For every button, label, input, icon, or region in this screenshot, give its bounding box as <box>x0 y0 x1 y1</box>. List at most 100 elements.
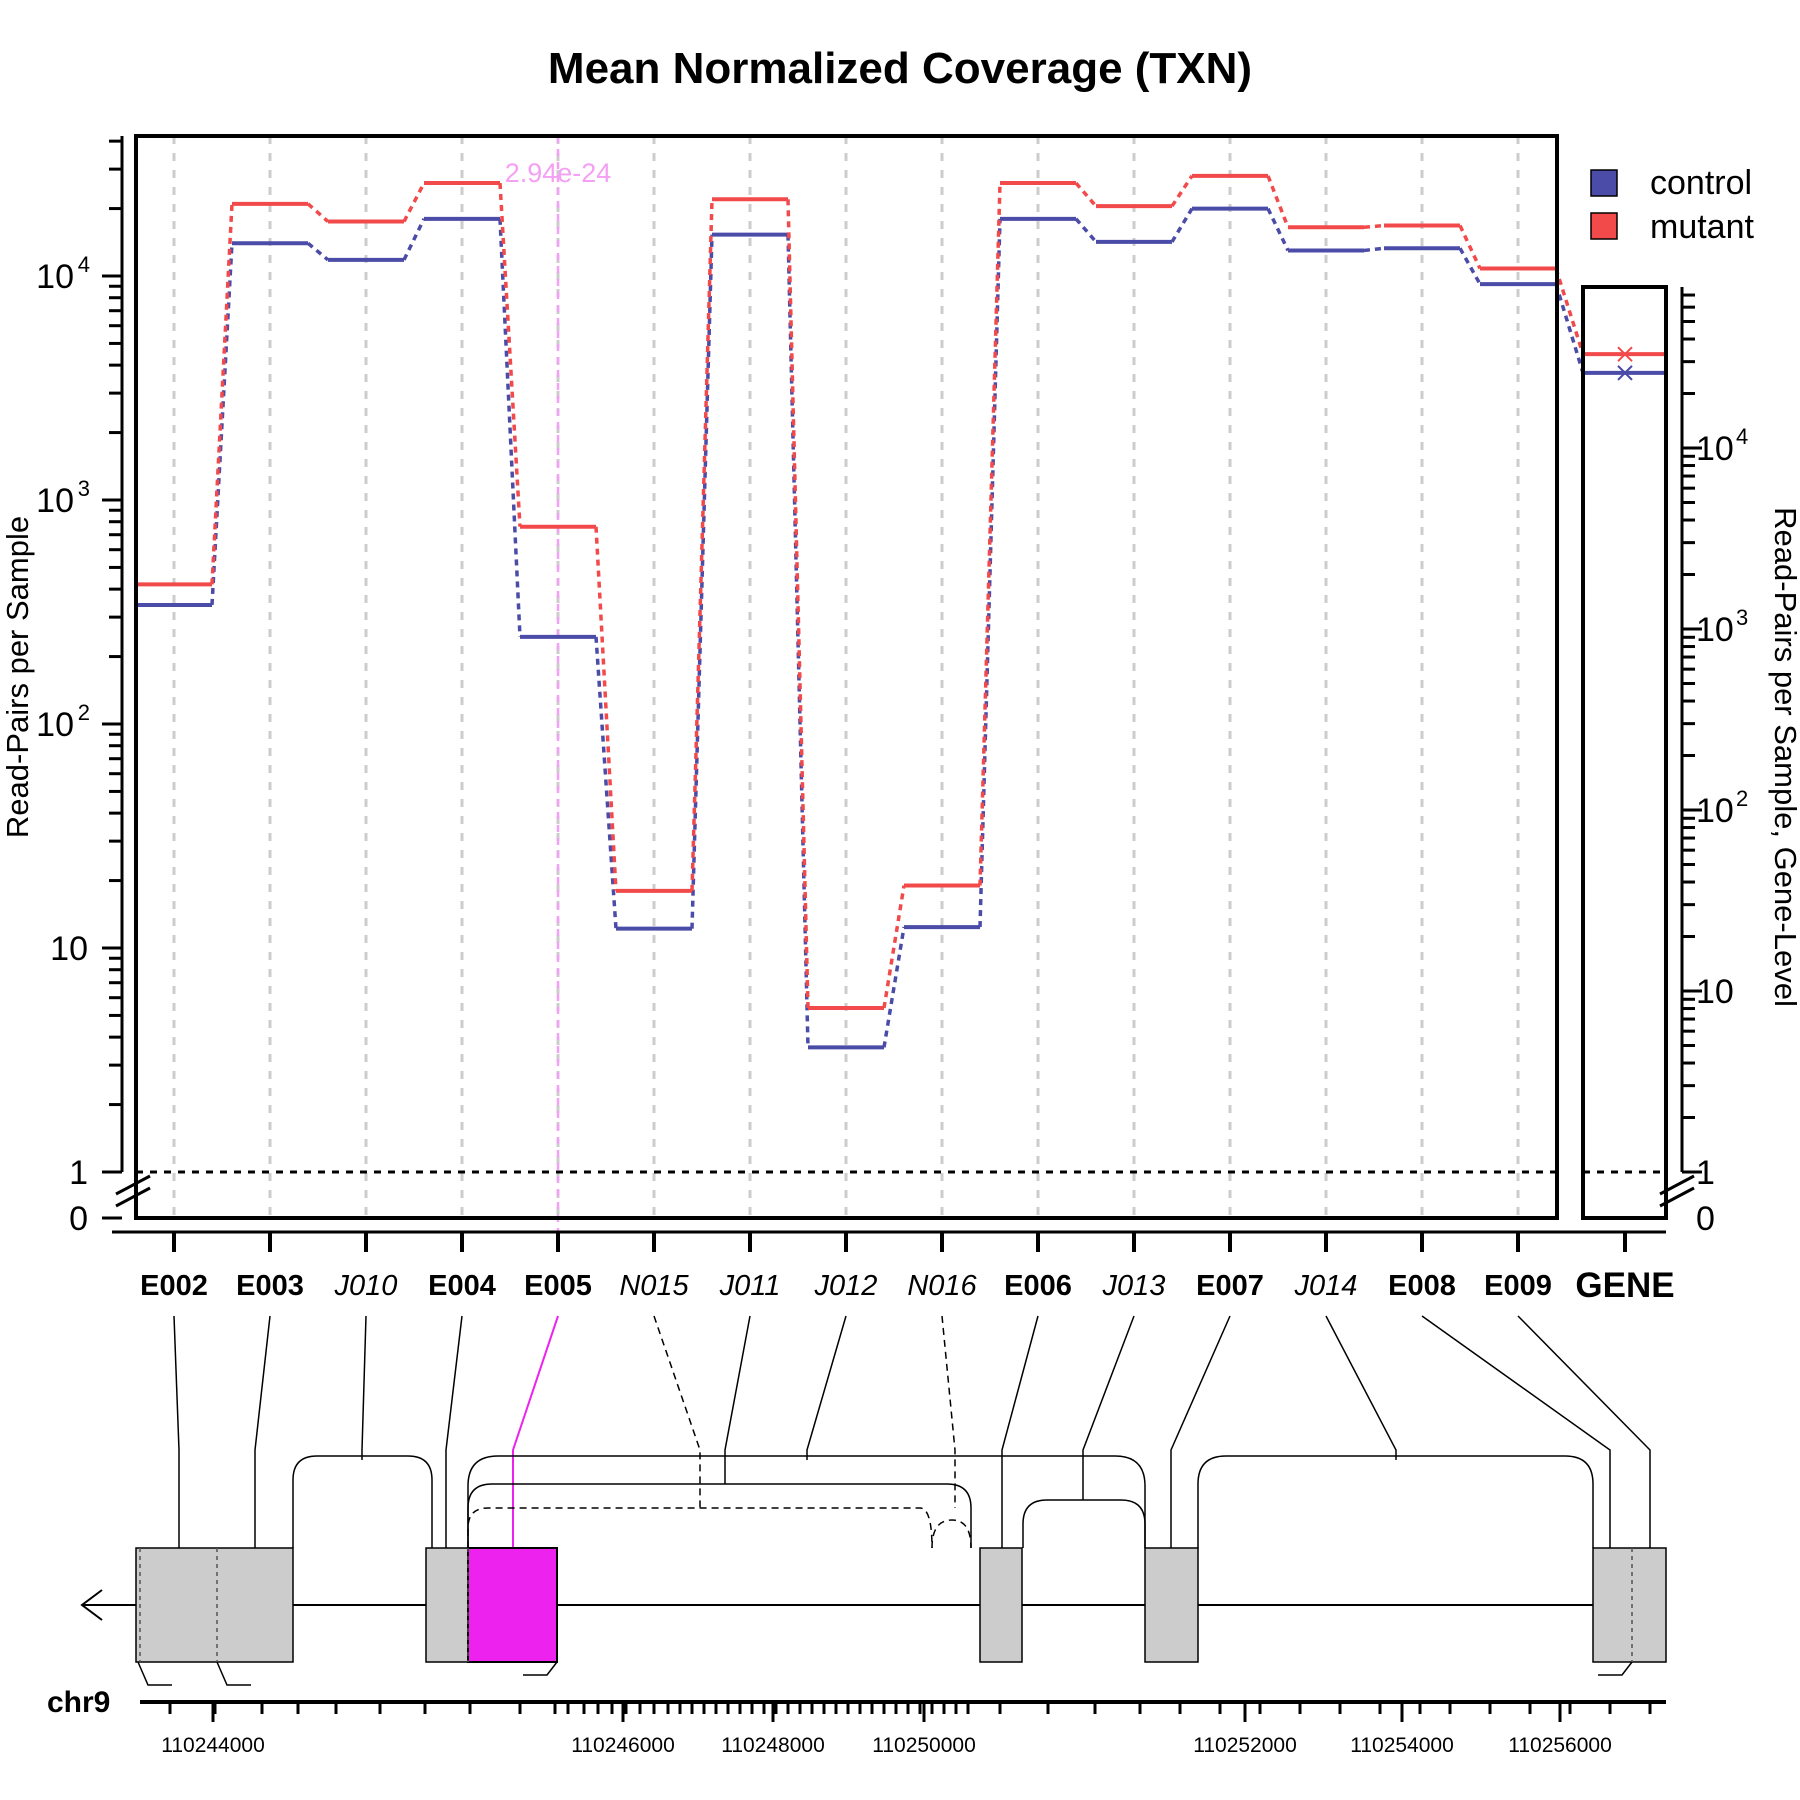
exon-block-1 <box>135 1547 294 1663</box>
highlight-connector <box>512 1315 559 1548</box>
control-connector-1 <box>210 243 234 606</box>
feature-label-e007: E007 <box>1196 1270 1264 1302</box>
right-tick-label-3: 10 <box>1696 792 1734 830</box>
feature-label-e005: E005 <box>524 1270 592 1302</box>
exon-subdivisions <box>139 1548 1633 1662</box>
genomic-tick-label-5: 110254000 <box>1350 1734 1454 1757</box>
left-tick-label-0: 0 <box>69 1200 88 1238</box>
control-connector-5 <box>594 636 618 929</box>
mutant-connector-10 <box>1074 181 1098 208</box>
genomic-tick-label-0: 110244000 <box>161 1734 265 1757</box>
control-connector-14 <box>1458 247 1482 285</box>
control-connector-8 <box>882 926 906 1048</box>
feature-label-e008: E008 <box>1388 1270 1456 1302</box>
feature-label-j011: J011 <box>719 1270 781 1302</box>
exon-hooks <box>137 1661 1633 1686</box>
control-connector-gene <box>1554 283 1585 374</box>
gene-label: GENE <box>1575 1266 1674 1305</box>
mutant-connector-3 <box>402 182 426 223</box>
genomic-tick-labels: 110244000 110246000 110248000 110250000 1102… <box>161 1734 1612 1757</box>
control-connector-2 <box>306 241 330 262</box>
exon-block-highlight <box>467 1547 558 1663</box>
exon-block-5 <box>1592 1547 1667 1663</box>
gene-level-marker-control <box>1617 365 1633 381</box>
chromosome-label: chr9 <box>47 1686 110 1719</box>
chart-title: Mean Normalized Coverage (TXN) <box>548 44 1252 93</box>
genomic-tick-label-2: 110248000 <box>721 1734 825 1757</box>
feature-label-j010: J010 <box>334 1270 398 1302</box>
legend-swatch-control <box>1590 169 1618 197</box>
control-connector-4 <box>498 218 522 637</box>
pvalue-label: 2.94e-24 <box>505 158 612 188</box>
legend-label-mutant: mutant <box>1650 208 1754 246</box>
feature-label-j013: J013 <box>1102 1270 1166 1302</box>
exon-block-2 <box>425 1547 469 1663</box>
feature-ticks <box>172 1232 1520 1252</box>
control-connector-10 <box>1074 217 1098 244</box>
mutant-connector-4 <box>498 182 522 527</box>
left-axis-break <box>115 1174 151 1208</box>
left-tick-label-2: 10 <box>50 930 88 968</box>
feature-label-n015: N015 <box>619 1270 689 1302</box>
legend-swatch-mutant <box>1590 212 1618 240</box>
series-control <box>136 206 1585 1050</box>
feature-connectors <box>173 1315 1651 1548</box>
genomic-tick-label-1: 110246000 <box>571 1734 675 1757</box>
main-plot-frame <box>134 134 1559 1220</box>
left-tick-exponent-4: 3 <box>78 476 90 501</box>
right-y-axis <box>1680 287 1702 1174</box>
vertical-gridlines <box>172 136 1520 1218</box>
feature-label-e006: E006 <box>1004 1270 1072 1302</box>
right-axis-break <box>1659 1174 1695 1208</box>
left-tick-label-5: 10 <box>36 258 74 296</box>
genomic-tick-label-6: 110256000 <box>1508 1734 1612 1757</box>
control-connector-12 <box>1266 207 1290 252</box>
feature-label-e003: E003 <box>236 1270 304 1302</box>
gene-level-marker-mutant <box>1617 346 1633 362</box>
feature-label-e004: E004 <box>428 1270 496 1302</box>
left-tick-label-4: 10 <box>36 482 74 520</box>
right-tick-exponent-4: 3 <box>1736 605 1748 630</box>
right-tick-exponent-5: 4 <box>1736 424 1748 449</box>
junction-arcs <box>292 1455 1594 1549</box>
left-tick-exponent-5: 4 <box>78 252 90 277</box>
gene-model <box>80 1455 1667 1686</box>
feature-label-j012: J012 <box>814 1270 878 1302</box>
control-connector-11 <box>1170 207 1194 243</box>
legend-label-control: control <box>1650 164 1752 202</box>
mutant-connector-14 <box>1458 224 1482 270</box>
exon-block-4 <box>1144 1547 1199 1663</box>
gene-level-series <box>1583 346 1666 381</box>
right-tick-label-5: 10 <box>1696 430 1734 468</box>
series-mutant <box>136 173 1585 1010</box>
mutant-connector-1 <box>210 203 234 585</box>
exon-block-3 <box>979 1547 1023 1663</box>
left-tick-label-1: 1 <box>69 1154 88 1192</box>
feature-labels: E002 E003 J010 E004 E005 N015 J011 J012 N016 E006… <box>140 1270 1552 1302</box>
right-y-axis-label: Read-Pairs per Sample, Gene-Level <box>1768 507 1800 1007</box>
feature-label-j014: J014 <box>1294 1270 1358 1302</box>
mutant-connector-8 <box>882 885 906 1009</box>
right-tick-exponent-3: 2 <box>1736 786 1748 811</box>
mutant-connector-7 <box>786 199 810 1008</box>
strand-arrow-icon <box>80 1589 103 1621</box>
feature-label-n016: N016 <box>907 1270 977 1302</box>
feature-label-e009: E009 <box>1484 1270 1552 1302</box>
control-connector-3 <box>402 218 426 261</box>
right-tick-label-1: 1 <box>1696 1154 1715 1192</box>
mutant-connector-9 <box>978 182 1002 886</box>
left-y-axis <box>102 136 124 1220</box>
mutant-connector-2 <box>306 202 330 223</box>
genomic-ticks <box>168 1702 1652 1722</box>
mutant-connector-6 <box>690 199 714 891</box>
legend: control mutant <box>1590 164 1754 246</box>
gene-plot-frame <box>1581 285 1668 1220</box>
feature-label-e002: E002 <box>140 1270 208 1302</box>
mutant-connector-13 <box>1363 223 1385 230</box>
mutant-connector-5 <box>594 526 618 891</box>
control-connector-13 <box>1363 246 1385 253</box>
genomic-tick-label-3: 110250000 <box>872 1734 976 1757</box>
